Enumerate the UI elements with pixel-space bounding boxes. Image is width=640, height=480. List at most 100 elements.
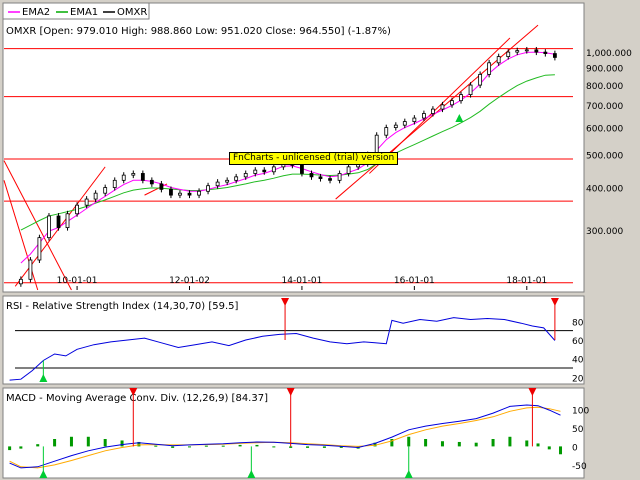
macd-histogram-bar bbox=[424, 439, 428, 447]
macd-histogram-bar bbox=[373, 442, 377, 447]
y-tick-label: 1,000.000 bbox=[586, 49, 632, 59]
x-tick-label: 18-01-01 bbox=[506, 276, 547, 286]
candle-body bbox=[84, 198, 89, 206]
candle-body bbox=[159, 183, 164, 190]
macd-histogram-bar bbox=[255, 444, 259, 447]
candle-body bbox=[496, 56, 501, 64]
macd-histogram-bar bbox=[508, 436, 512, 447]
buy-signal-icon bbox=[455, 114, 464, 123]
sell-signal-icon bbox=[286, 388, 295, 396]
candle-body bbox=[197, 190, 201, 196]
candle-body bbox=[47, 215, 51, 239]
macd-histogram-bar bbox=[322, 446, 326, 448]
x-tick-label: 10-01-01 bbox=[57, 276, 98, 286]
macd-histogram-bar bbox=[339, 446, 343, 448]
candle-body bbox=[328, 178, 332, 181]
candle-body bbox=[140, 173, 145, 181]
candle-body bbox=[552, 53, 557, 58]
macd-histogram-bar bbox=[536, 443, 540, 447]
candle-body bbox=[187, 192, 192, 196]
buy-signal-icon bbox=[39, 470, 48, 478]
candle-body bbox=[431, 108, 435, 114]
candle-body bbox=[487, 62, 492, 75]
legend-label: EMA1 bbox=[70, 7, 98, 18]
price-title: OMXR [Open: 979.010 High: 988.860 Low: 9… bbox=[6, 26, 391, 37]
x-tick-label: 16-01-01 bbox=[394, 276, 435, 286]
candle-body bbox=[206, 185, 210, 192]
macd-histogram-bar bbox=[36, 444, 40, 447]
y-tick-label: 0 bbox=[572, 443, 578, 453]
legend: EMA2 EMA1 OMXR bbox=[2, 2, 150, 20]
y-tick-label: 60 bbox=[572, 337, 584, 347]
y-tick-label: 500.000 bbox=[586, 152, 623, 162]
sell-signal-icon bbox=[550, 298, 559, 306]
candle-body bbox=[515, 50, 520, 53]
legend-label: OMXR bbox=[117, 7, 147, 18]
macd-histogram-bar bbox=[390, 439, 394, 447]
macd-histogram-bar bbox=[407, 436, 411, 447]
candle-body bbox=[253, 169, 258, 174]
macd-histogram-bar bbox=[53, 439, 57, 447]
candle-body bbox=[28, 259, 33, 280]
candle-body bbox=[178, 192, 182, 196]
macd-plot: 100 50 0 -50 bbox=[8, 388, 589, 478]
candle-body bbox=[309, 173, 314, 178]
candle-body bbox=[262, 169, 267, 173]
candle-body bbox=[384, 127, 389, 136]
macd-histogram-bar bbox=[272, 446, 276, 448]
candle-body bbox=[56, 215, 61, 229]
y-tick-label: 700.000 bbox=[586, 102, 623, 112]
candle-body bbox=[225, 179, 230, 183]
candle-body bbox=[506, 51, 511, 57]
y-tick-label: 600.000 bbox=[586, 125, 623, 135]
trend-line bbox=[369, 37, 511, 174]
macd-histogram-bar bbox=[474, 442, 478, 447]
trend-line bbox=[3, 160, 72, 291]
macd-histogram-bar bbox=[457, 441, 461, 447]
candle-body bbox=[271, 166, 276, 173]
macd-histogram-bar bbox=[491, 439, 495, 447]
ema2-line bbox=[20, 51, 555, 264]
ema1-line bbox=[20, 74, 555, 231]
y-tick-label: 300.000 bbox=[586, 227, 623, 237]
legend-item-ema1[interactable]: EMA1 bbox=[56, 7, 98, 18]
macd-histogram-bar bbox=[221, 445, 225, 447]
macd-histogram-bar bbox=[120, 440, 124, 447]
macd-histogram-bar bbox=[171, 446, 175, 448]
macd-histogram-bar bbox=[289, 446, 293, 448]
rsi-panel[interactable] bbox=[2, 295, 585, 385]
legend-item-omxr[interactable]: OMXR bbox=[103, 7, 147, 18]
candle-body bbox=[412, 117, 417, 122]
sell-signal-icon bbox=[281, 298, 290, 306]
macd-histogram-bar bbox=[440, 441, 444, 447]
price-panel[interactable] bbox=[2, 2, 585, 293]
candle-body bbox=[215, 181, 220, 187]
candle-body bbox=[318, 176, 323, 179]
rsi-line bbox=[9, 317, 556, 381]
macd-histogram-bar bbox=[547, 446, 551, 450]
candle-body bbox=[121, 174, 126, 181]
y-tick-label: 50 bbox=[572, 425, 584, 435]
macd-histogram-bar bbox=[154, 445, 158, 447]
legend-label: EMA2 bbox=[22, 7, 50, 18]
candle-body bbox=[459, 94, 463, 102]
sell-signal-icon bbox=[528, 388, 537, 396]
candle-body bbox=[422, 113, 426, 119]
rsi-title: RSI - Relative Strength Index (14,30,70)… bbox=[6, 301, 239, 312]
macd-panel[interactable] bbox=[2, 387, 585, 479]
y-tick-label: 40 bbox=[572, 356, 584, 366]
candle-body bbox=[402, 121, 407, 126]
candle-body bbox=[468, 84, 473, 96]
buy-signal-icon bbox=[404, 470, 413, 478]
y-tick-label: 80 bbox=[572, 318, 584, 328]
candle-body bbox=[440, 104, 445, 110]
legend-item-ema2[interactable]: EMA2 bbox=[8, 7, 50, 18]
candle-body bbox=[169, 188, 173, 196]
candle-body bbox=[75, 204, 79, 215]
candle-body bbox=[131, 173, 136, 176]
candle-body bbox=[65, 213, 70, 229]
buy-signal-icon bbox=[39, 374, 48, 382]
macd-histogram-bar bbox=[559, 446, 563, 455]
macd-histogram-bar bbox=[86, 436, 90, 447]
